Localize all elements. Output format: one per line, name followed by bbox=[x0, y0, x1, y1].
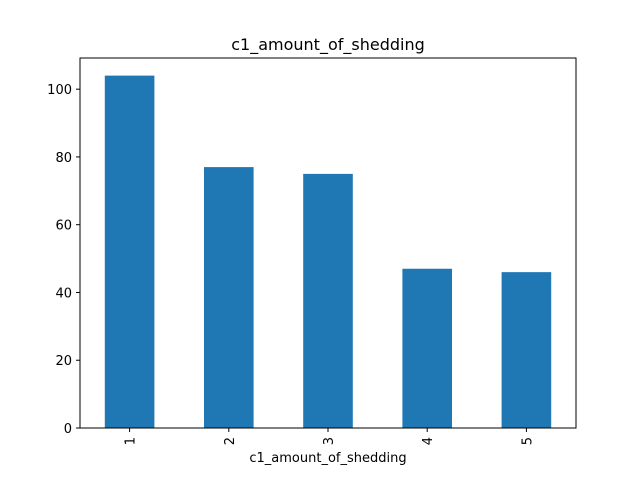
chart-title: c1_amount_of_shedding bbox=[231, 35, 425, 55]
plot-frame bbox=[79, 57, 577, 429]
y-tick-label: 100 bbox=[47, 83, 72, 98]
x-tick-label: 1 bbox=[124, 437, 139, 445]
bar-2 bbox=[204, 167, 254, 428]
y-tick-label: 40 bbox=[55, 286, 72, 301]
x-tick-label: 2 bbox=[223, 437, 238, 445]
bar-4 bbox=[402, 268, 452, 428]
x-tick-label: 3 bbox=[322, 437, 337, 445]
bar-1 bbox=[104, 75, 155, 428]
x-axis: 1 2 3 4 5 bbox=[124, 428, 535, 445]
y-tick-label: 0 bbox=[64, 422, 72, 437]
y-tick-label: 80 bbox=[55, 151, 72, 166]
x-tick-label: 5 bbox=[520, 437, 535, 445]
x-axis-title: c1_amount_of_shedding bbox=[249, 451, 406, 466]
bar-5 bbox=[501, 272, 552, 428]
y-tick-label: 60 bbox=[55, 219, 72, 234]
x-tick-label: 4 bbox=[421, 437, 436, 445]
y-axis: 0 20 40 60 80 100 bbox=[47, 83, 80, 437]
y-tick-label: 20 bbox=[55, 354, 72, 369]
bar-3 bbox=[303, 173, 353, 428]
bars-group bbox=[104, 75, 552, 428]
